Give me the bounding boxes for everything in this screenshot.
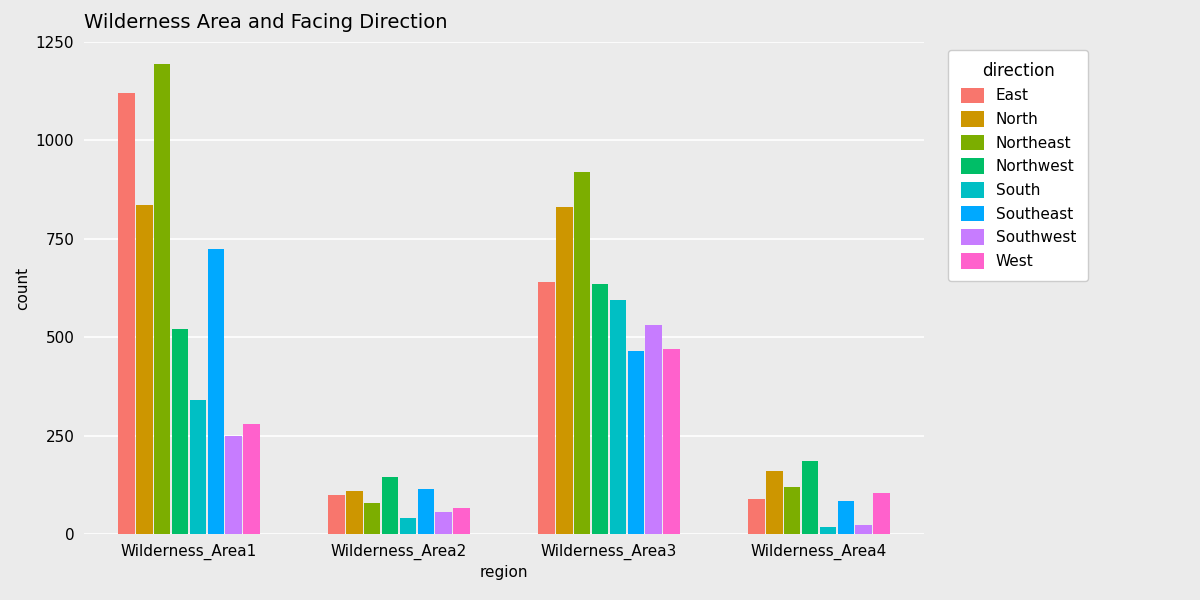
Bar — [244, 424, 259, 534]
Bar — [226, 436, 242, 534]
Bar — [784, 487, 800, 534]
Bar — [820, 527, 836, 534]
Bar — [592, 284, 608, 534]
Text: Wilderness Area and Facing Direction: Wilderness Area and Facing Direction — [84, 13, 448, 32]
X-axis label: region: region — [480, 565, 528, 580]
Legend: East, North, Northeast, Northwest, South, Southeast, Southwest, West: East, North, Northeast, Northwest, South… — [948, 50, 1088, 281]
Bar — [436, 512, 452, 534]
Bar — [119, 93, 134, 534]
Bar — [329, 494, 344, 534]
Bar — [136, 205, 152, 534]
Bar — [556, 208, 572, 534]
Bar — [646, 325, 662, 534]
Bar — [346, 491, 362, 534]
Bar — [838, 500, 854, 534]
Bar — [574, 172, 590, 534]
Bar — [208, 248, 224, 534]
Bar — [664, 349, 679, 534]
Bar — [628, 351, 644, 534]
Bar — [802, 461, 818, 534]
Bar — [364, 503, 380, 534]
Bar — [400, 518, 416, 534]
Bar — [539, 282, 554, 534]
Y-axis label: count: count — [16, 266, 30, 310]
Bar — [874, 493, 889, 534]
Bar — [190, 400, 206, 534]
Bar — [172, 329, 188, 534]
Bar — [154, 64, 170, 534]
Bar — [610, 300, 626, 534]
Bar — [766, 471, 782, 534]
Bar — [418, 489, 434, 534]
Bar — [749, 499, 764, 534]
Bar — [382, 477, 398, 534]
Bar — [454, 508, 469, 534]
Bar — [856, 526, 872, 534]
